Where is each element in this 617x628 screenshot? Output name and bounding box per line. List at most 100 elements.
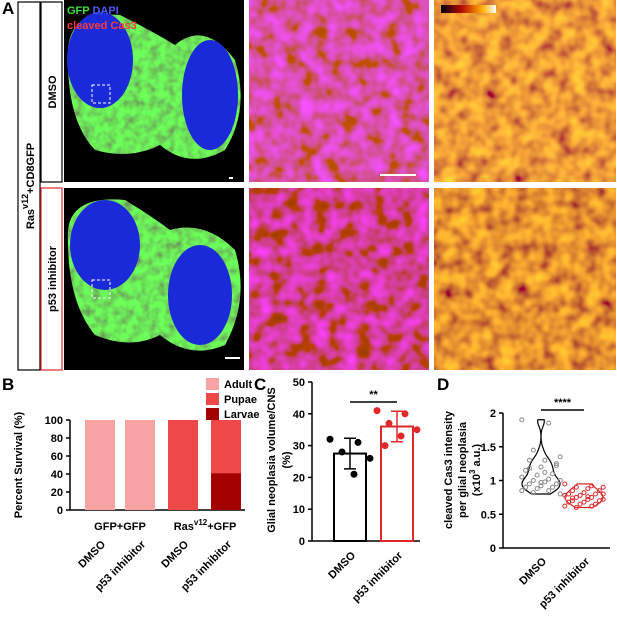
data-point xyxy=(523,467,529,473)
legend-label: Adult xyxy=(224,379,252,391)
micrograph xyxy=(434,0,616,182)
y-tick-label: 30 xyxy=(293,441,305,453)
significance-label: ** xyxy=(369,389,378,401)
stain-gfp: GFP xyxy=(67,5,89,17)
data-point xyxy=(338,448,346,456)
data-point xyxy=(573,505,579,510)
condition-box xyxy=(40,187,63,371)
data-point xyxy=(596,488,602,494)
inset-box xyxy=(91,84,111,104)
data-point xyxy=(557,454,563,460)
data-point xyxy=(526,457,532,463)
y-axis-label: Glial neoplasia volume/CNS xyxy=(266,387,278,533)
data-point xyxy=(569,495,575,501)
data-point xyxy=(366,454,374,462)
data-point xyxy=(577,492,583,498)
genotype-box xyxy=(17,1,41,371)
brain-lobe xyxy=(182,40,238,150)
brain-lobe xyxy=(168,245,232,345)
y-tick-label: 0 xyxy=(490,543,496,555)
data-point xyxy=(530,490,536,496)
data-point xyxy=(538,480,544,486)
y-tick-label: 60 xyxy=(51,451,63,463)
data-point xyxy=(519,417,525,423)
y-tick-label: 80 xyxy=(51,433,63,445)
group-label-part: Ras xyxy=(174,521,194,533)
panel-label: B xyxy=(2,375,14,394)
group-label-sup: v12 xyxy=(194,518,208,527)
group-label-part: +GFP xyxy=(207,521,236,533)
y-axis-label: (%) xyxy=(281,451,293,468)
data-point xyxy=(593,501,599,507)
y-axis-label: (x103 a.u.) xyxy=(468,444,483,496)
brain-lobe xyxy=(67,12,133,108)
data-point xyxy=(596,498,602,504)
data-point xyxy=(589,494,595,500)
data-point xyxy=(550,471,556,477)
data-point xyxy=(600,484,606,490)
data-point xyxy=(546,488,552,494)
y-tick-label: 20 xyxy=(293,472,305,484)
colorbar xyxy=(441,5,496,13)
data-point xyxy=(326,435,334,443)
y-axis-label-sup: 3 xyxy=(468,469,477,474)
data-point xyxy=(354,438,362,446)
genotype-label: Rasv12+CD8GFP xyxy=(20,143,37,229)
data-point xyxy=(581,490,587,496)
y-axis-label: per glial neoplasia xyxy=(457,421,469,518)
y-tick-label: 10 xyxy=(293,504,305,516)
data-point xyxy=(373,407,381,415)
panel-label: A xyxy=(2,0,14,18)
data-point xyxy=(600,491,606,497)
group-label: Rasv12+GFP xyxy=(174,518,237,533)
stain-cas3: cleaved Cas3 xyxy=(67,20,137,32)
group-label: GFP+GFP xyxy=(94,521,146,533)
data-point xyxy=(585,486,591,492)
data-point xyxy=(577,501,583,507)
data-point xyxy=(519,488,525,494)
y-tick-label: 1.5 xyxy=(481,442,496,454)
data-point xyxy=(526,465,532,471)
legend-swatch xyxy=(206,378,219,390)
data-point xyxy=(530,447,536,453)
panel-label: D xyxy=(437,375,449,394)
legend-label: Larvae xyxy=(224,409,259,421)
data-point xyxy=(573,484,579,490)
data-point xyxy=(413,426,421,434)
genotype-part: +CD8GFP xyxy=(25,143,37,194)
data-point xyxy=(546,476,552,482)
data-point xyxy=(381,442,389,450)
data-point xyxy=(542,457,548,463)
micrograph xyxy=(249,0,429,182)
condition-label: DMSO xyxy=(47,75,59,108)
data-point xyxy=(581,499,587,505)
data-point xyxy=(546,420,552,426)
micrograph xyxy=(249,188,429,370)
y-tick-label: 2 xyxy=(490,408,496,420)
data-point xyxy=(585,496,591,502)
y-tick-label: 0.5 xyxy=(481,509,496,521)
panel-label: C xyxy=(254,375,266,394)
y-axis-label-part: a.u.) xyxy=(471,444,483,470)
data-point xyxy=(401,410,409,418)
bar-segment xyxy=(168,420,198,510)
data-point xyxy=(530,478,536,483)
data-point xyxy=(557,478,563,483)
data-point xyxy=(569,488,575,494)
data-point xyxy=(562,481,568,487)
data-point xyxy=(589,483,595,489)
condition-label: p53 inhibitor xyxy=(47,245,59,312)
micrograph xyxy=(434,188,616,370)
condition-box xyxy=(40,1,63,183)
y-tick-label: 20 xyxy=(51,487,63,499)
data-point xyxy=(553,463,559,469)
y-tick-label: 40 xyxy=(293,409,305,421)
y-tick-label: 50 xyxy=(293,377,305,389)
data-point xyxy=(562,503,568,509)
data-point xyxy=(534,486,540,492)
genotype-part: Ras xyxy=(25,209,37,229)
data-point xyxy=(397,432,405,440)
data-point xyxy=(562,492,568,498)
data-point xyxy=(553,481,559,487)
stain-dapi: DAPI xyxy=(92,5,118,17)
